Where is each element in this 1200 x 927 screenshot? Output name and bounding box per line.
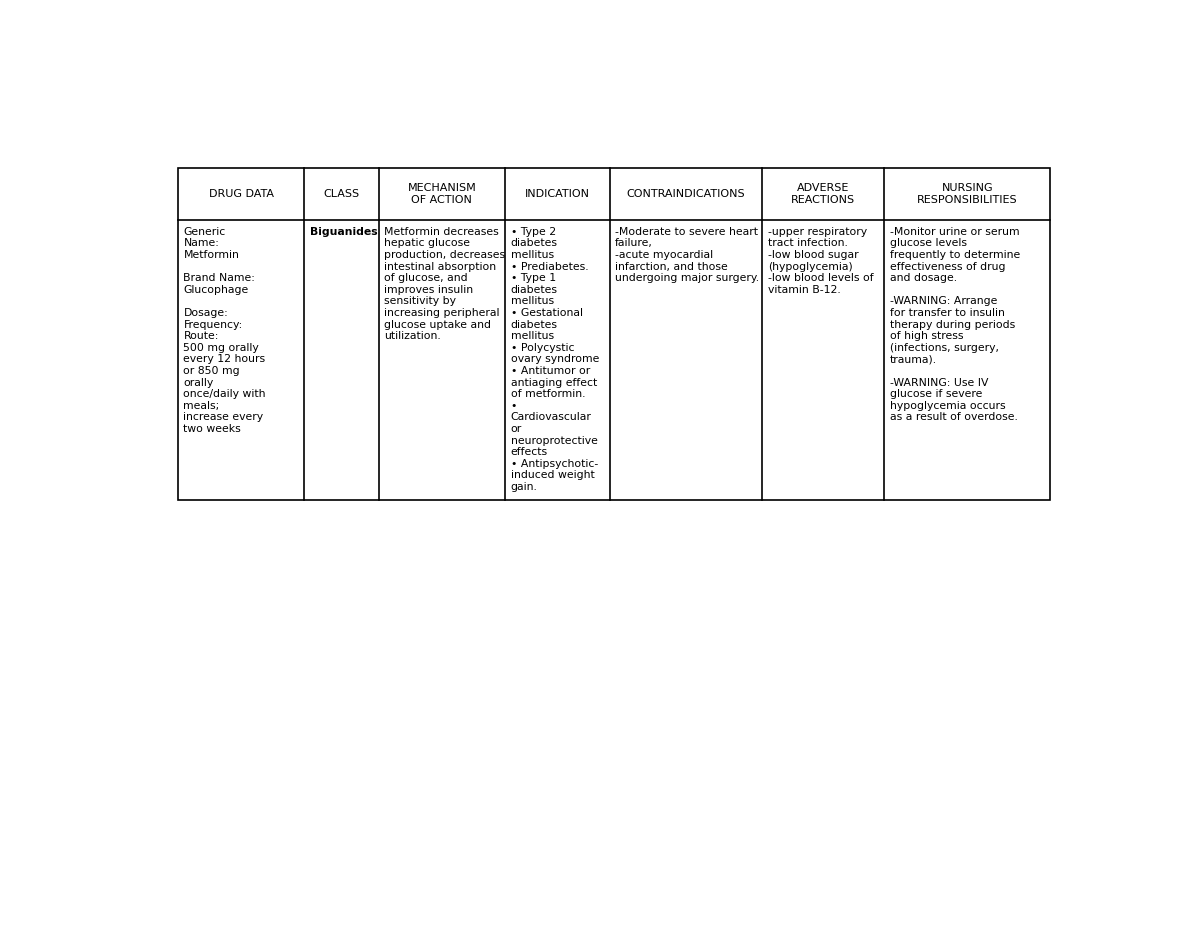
Text: Biguanides: Biguanides (310, 227, 378, 237)
Text: INDICATION: INDICATION (524, 189, 590, 199)
Text: ADVERSE
REACTIONS: ADVERSE REACTIONS (791, 184, 856, 205)
Text: • Type 2
diabetes
mellitus
• Prediabetes.
• Type 1
diabetes
mellitus
• Gestation: • Type 2 diabetes mellitus • Prediabetes… (511, 227, 599, 492)
Text: CONTRAINDICATIONS: CONTRAINDICATIONS (626, 189, 745, 199)
Text: NURSING
RESPONSIBILITIES: NURSING RESPONSIBILITIES (917, 184, 1018, 205)
Text: -Moderate to severe heart
failure,
-acute myocardial
infarction, and those
under: -Moderate to severe heart failure, -acut… (616, 227, 760, 284)
Text: MECHANISM
OF ACTION: MECHANISM OF ACTION (408, 184, 476, 205)
Text: Generic
Name:
Metformin

Brand Name:
Glucophage

Dosage:
Frequency:
Route:
500 m: Generic Name: Metformin Brand Name: Gluc… (184, 227, 266, 434)
Bar (178, 169, 1050, 501)
Text: Metformin decreases
hepatic glucose
production, decreases
intestinal absorption
: Metformin decreases hepatic glucose prod… (384, 227, 505, 341)
Text: -Monitor urine or serum
glucose levels
frequently to determine
effectiveness of : -Monitor urine or serum glucose levels f… (890, 227, 1020, 423)
Text: CLASS: CLASS (324, 189, 360, 199)
Text: DRUG DATA: DRUG DATA (209, 189, 274, 199)
Text: -upper respiratory
tract infection.
-low blood sugar
(hypoglycemia)
-low blood l: -upper respiratory tract infection. -low… (768, 227, 874, 295)
